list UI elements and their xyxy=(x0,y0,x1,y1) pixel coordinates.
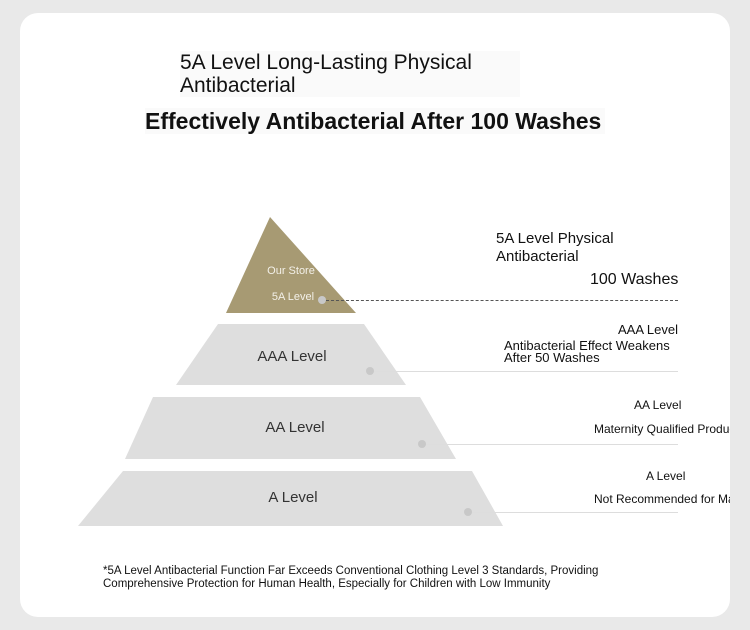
tier-label-aaa: AAA Level xyxy=(257,348,327,365)
note-aa-desc: Maternity Qualified Product xyxy=(594,422,730,436)
note-aaa-desc: Antibacterial Effect Weakens After 50 Wa… xyxy=(504,338,670,365)
footnote: *5A Level Antibacterial Function Far Exc… xyxy=(103,565,599,590)
note-a-desc: Not Recommended for Maternity xyxy=(594,492,730,506)
tier-label-a: A Level xyxy=(268,489,318,506)
pyramid xyxy=(78,217,503,526)
top-level-label: 5A Level xyxy=(271,291,315,303)
note-5a-title: 5A Level Physical Antibacterial xyxy=(496,230,614,265)
note-5a-washes: 100 Washes xyxy=(590,271,679,288)
tier-label-aa: AA Level xyxy=(265,419,325,436)
headline: Effectively Antibacterial After 100 Wash… xyxy=(145,108,605,134)
note-a-level: A Level xyxy=(646,469,686,483)
pyramid-tier-aaa xyxy=(176,324,406,385)
connector-line-aa xyxy=(426,444,678,445)
note-aaa-level: AAA Level xyxy=(618,322,678,337)
pyramid-tier-a xyxy=(78,471,503,526)
connector-line-5a xyxy=(326,300,678,301)
connector-dot-aaa xyxy=(366,367,374,375)
connector-line-a xyxy=(472,512,678,513)
top-store-label: Our Store xyxy=(267,265,315,277)
connector-line-aaa xyxy=(374,371,678,372)
connector-dot-5a xyxy=(318,296,326,304)
connector-dot-a xyxy=(464,508,472,516)
connector-dot-aa xyxy=(418,440,426,448)
pyramid-tier-aa xyxy=(125,397,456,459)
pyramid-top-5a xyxy=(226,217,356,313)
note-aa-level: AA Level xyxy=(634,398,682,412)
infographic-card: 5A Level Long-Lasting Physical Antibacte… xyxy=(20,13,730,617)
title-line: 5A Level Long-Lasting Physical Antibacte… xyxy=(180,51,520,97)
